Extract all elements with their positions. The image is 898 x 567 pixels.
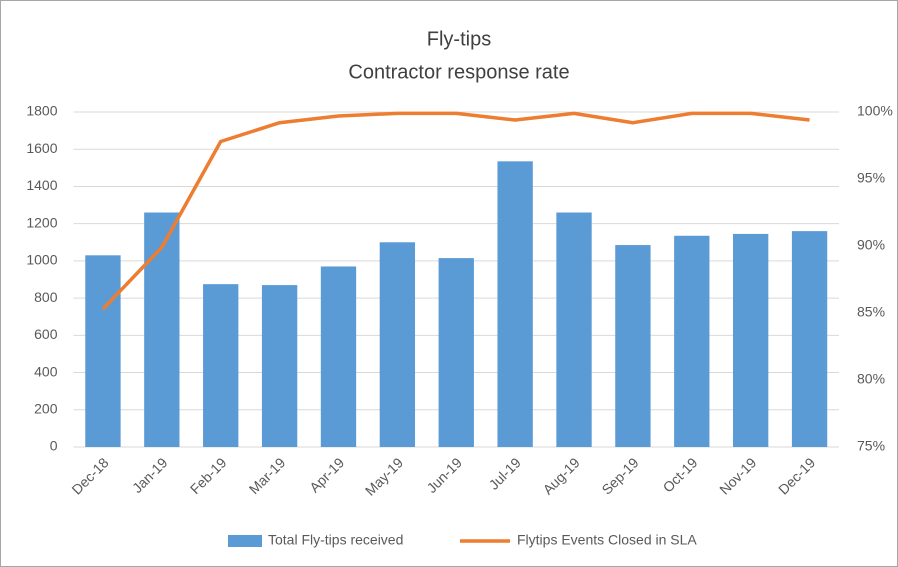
y-tick-label: 1200 bbox=[26, 214, 57, 230]
bar bbox=[674, 235, 710, 447]
bar bbox=[144, 212, 180, 447]
bar bbox=[261, 285, 298, 447]
chart-subtitle: Contractor response rate bbox=[348, 61, 569, 83]
bar bbox=[438, 258, 474, 447]
legend-swatch bbox=[228, 535, 262, 547]
y-tick-label: 1400 bbox=[26, 177, 57, 193]
bar bbox=[85, 255, 121, 447]
y-tick-label: 200 bbox=[34, 400, 58, 416]
bar bbox=[791, 231, 828, 447]
y2-tick-label: 100% bbox=[857, 103, 893, 119]
y-tick-label: 1600 bbox=[26, 140, 57, 156]
legend-label: Flytips Events Closed in SLA bbox=[517, 532, 697, 548]
chart-title: Fly-tips bbox=[427, 28, 491, 50]
y-tick-label: 1000 bbox=[26, 252, 57, 268]
y-tick-label: 400 bbox=[34, 363, 58, 379]
y2-tick-label: 95% bbox=[857, 170, 885, 186]
y-tick-label: 600 bbox=[34, 326, 58, 342]
bar bbox=[379, 242, 416, 447]
legend-label: Total Fly-tips received bbox=[268, 532, 403, 548]
bar bbox=[203, 284, 239, 447]
bar bbox=[497, 161, 533, 447]
y-tick-label: 0 bbox=[50, 438, 58, 454]
bar bbox=[733, 233, 769, 447]
bar bbox=[320, 266, 357, 447]
bar bbox=[556, 212, 592, 447]
y2-tick-label: 85% bbox=[857, 304, 885, 320]
y2-tick-label: 75% bbox=[857, 438, 885, 454]
y2-tick-label: 80% bbox=[857, 371, 885, 387]
y-tick-label: 800 bbox=[34, 289, 58, 305]
y2-tick-label: 90% bbox=[857, 237, 885, 253]
line bbox=[101, 111, 810, 311]
bar bbox=[615, 245, 651, 447]
y-tick-label: 1800 bbox=[26, 103, 57, 119]
